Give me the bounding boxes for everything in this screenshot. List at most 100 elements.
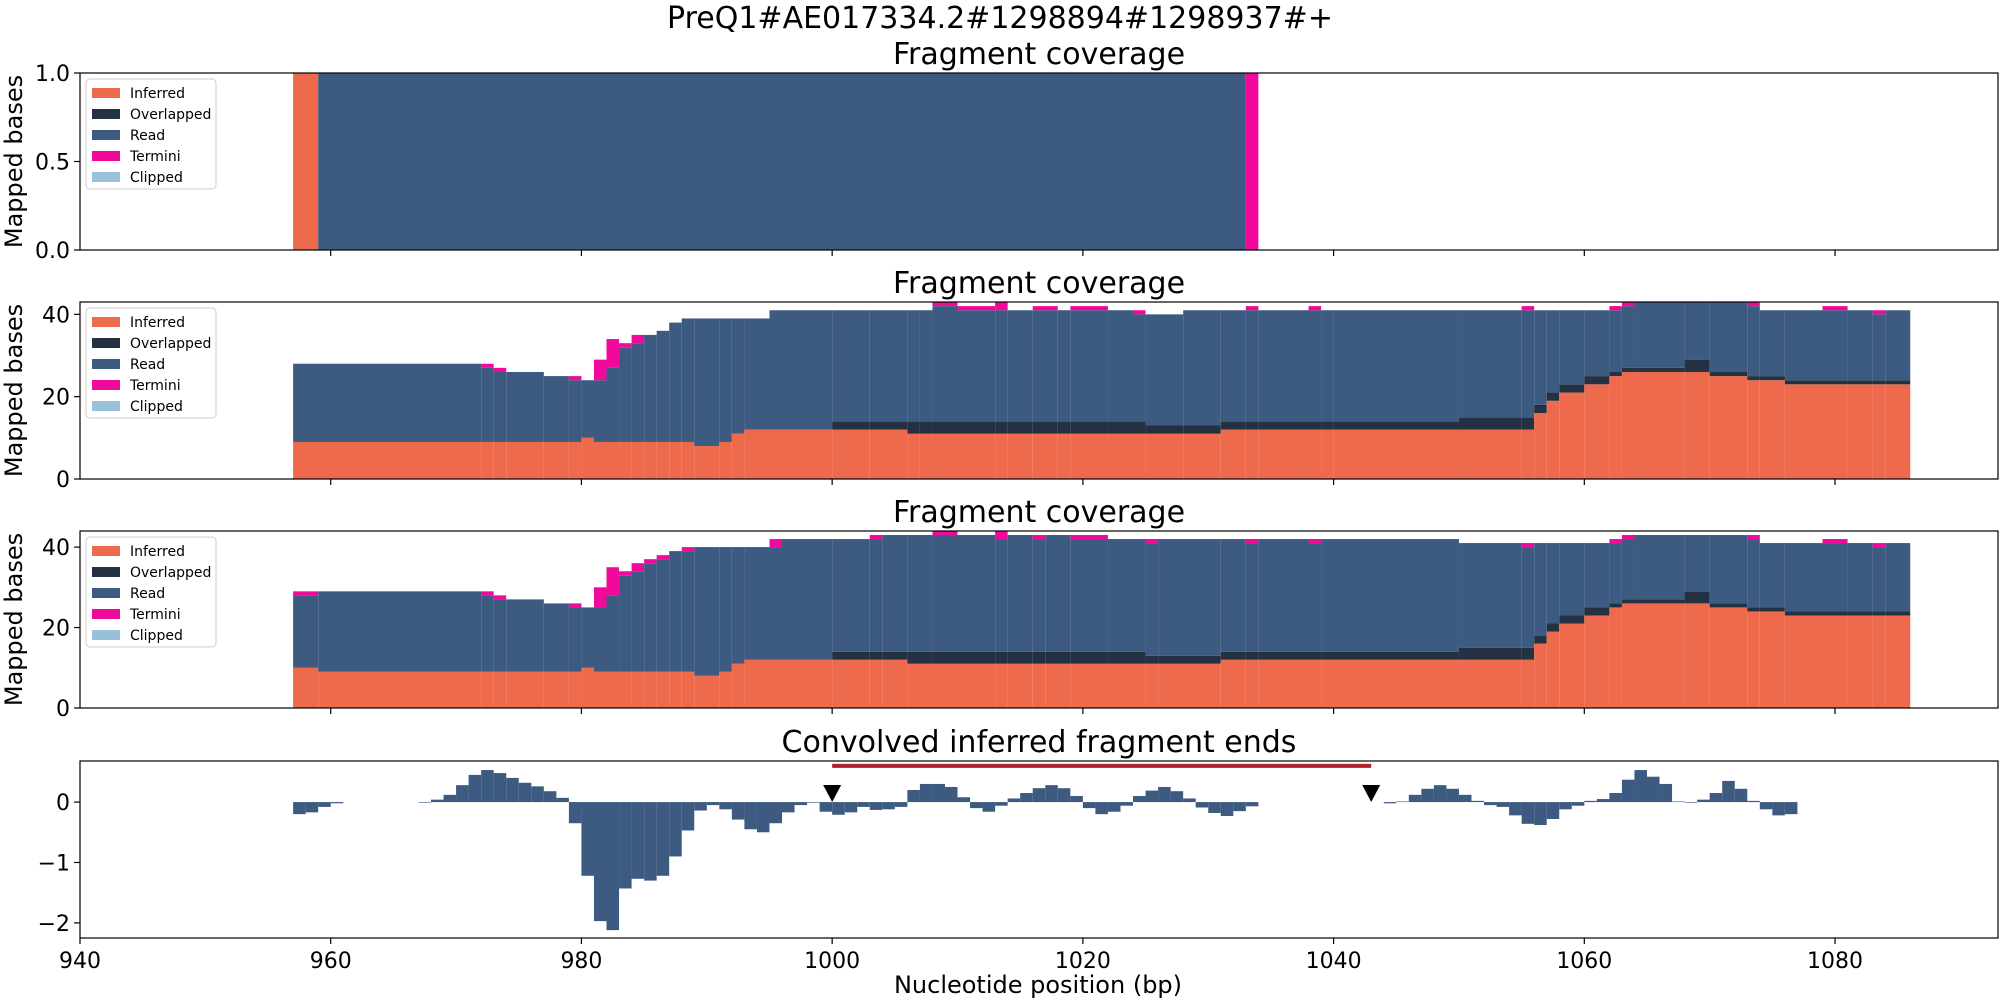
bar-inferred [1534, 413, 1547, 479]
conv-bar [1509, 802, 1522, 816]
conv-bar [631, 802, 645, 879]
bar-inferred [568, 671, 582, 708]
bar-inferred [1321, 429, 1334, 479]
bar-inferred [1245, 659, 1259, 708]
conv-bar [669, 802, 682, 857]
bar-read [1133, 314, 1146, 422]
bar-inferred [869, 429, 908, 479]
bar-termini [995, 531, 1008, 540]
bar-overlapped [1308, 421, 1322, 430]
conv-bar [1772, 802, 1785, 816]
bar-read [1158, 539, 1221, 656]
bar-overlapped [1872, 380, 1886, 385]
bar-read [593, 607, 607, 672]
bar-read [581, 607, 594, 668]
conv-bar [568, 802, 582, 824]
bar-inferred [1521, 659, 1535, 708]
legend-swatch-overlapped [92, 567, 120, 577]
legend-label-read: Read [130, 586, 165, 602]
conv-bar [1559, 802, 1572, 810]
bar-overlapped [1107, 651, 1146, 664]
bar-overlapped [1634, 599, 1685, 604]
y-tick-label: 0 [56, 791, 70, 816]
bar-overlapped [1684, 591, 1710, 604]
conv-bar [794, 802, 808, 806]
bar-inferred [995, 663, 1008, 708]
bar-read [1784, 543, 1823, 612]
bar-read [1634, 535, 1685, 600]
bar-overlapped [832, 421, 870, 430]
bar-termini [1070, 306, 1108, 311]
bar-overlapped [907, 651, 933, 664]
legend-frame [85, 307, 217, 419]
legend-swatch-inferred [92, 317, 120, 327]
bar-inferred [1032, 663, 1046, 708]
conv-bar [1484, 802, 1497, 806]
bar-overlapped [1747, 607, 1760, 612]
conv-bar [1747, 800, 1760, 803]
conv-bar [1709, 793, 1723, 803]
bar-inferred [1709, 376, 1748, 479]
bar-overlapped [1220, 421, 1246, 430]
bar-inferred [1070, 433, 1108, 479]
bar-termini [593, 359, 607, 381]
panel-1: Fragment coverage 0.0 0.5 1.0 Mapped bases In… [0, 37, 1999, 264]
bar-inferred [731, 433, 745, 479]
bar-read [669, 551, 682, 672]
bar-read [907, 310, 920, 422]
panels: Fragment coverage 0.0 0.5 1.0 Mapped bases In… [0, 37, 1999, 974]
bar-termini [619, 571, 632, 576]
bar-read [1872, 547, 1886, 612]
bar-read [1709, 535, 1748, 604]
bar-termini [957, 306, 996, 311]
bar-overlapped [869, 421, 908, 430]
bar-read [644, 563, 657, 672]
bar-read [1584, 543, 1610, 608]
bar-read [1057, 310, 1071, 422]
bar-overlapped [1784, 611, 1823, 616]
x-axis-label: Nucleotide position (bp) [894, 971, 1182, 999]
bar-inferred [1133, 433, 1146, 479]
bar-read [1245, 543, 1259, 652]
bar-read [919, 310, 933, 422]
bar-read [744, 318, 770, 430]
axes-frame [79, 301, 1999, 480]
conv-bar [1609, 793, 1622, 803]
bar-read [1534, 543, 1547, 636]
conv-bar [957, 797, 971, 803]
bar-read [1885, 543, 1911, 612]
legend-label-inferred: Inferred [130, 544, 185, 560]
bar-read [1759, 543, 1785, 608]
y-axis-label: Mapped bases [0, 75, 28, 248]
bar-inferred [907, 433, 920, 479]
conv-bar [1672, 801, 1685, 803]
bar-overlapped [1534, 404, 1547, 414]
conv-bar [418, 802, 432, 803]
bar-overlapped [1258, 421, 1309, 430]
x-tick-label: 980 [560, 949, 602, 974]
bar-termini [568, 376, 582, 381]
bar-inferred [1258, 429, 1309, 479]
conv-bar [1133, 796, 1146, 803]
conv-bar [1220, 802, 1234, 816]
bar-inferred [656, 671, 670, 708]
conv-bar [1183, 798, 1196, 803]
bar-termini [932, 302, 958, 307]
bar-inferred [719, 441, 732, 479]
bar-read [869, 310, 908, 422]
bar-read [1145, 543, 1159, 656]
bar-read [832, 539, 870, 652]
y-tick-label: 20 [42, 386, 70, 411]
bar-inferred [719, 671, 732, 708]
legend-label-inferred: Inferred [130, 86, 185, 102]
bar-read [1684, 535, 1710, 592]
bar-overlapped [1546, 623, 1560, 632]
y-tick-label: 0.5 [35, 151, 70, 176]
bar-read [293, 595, 319, 668]
x-tick-label: 1000 [804, 949, 860, 974]
conv-bar [1458, 794, 1472, 803]
bar-read [1032, 539, 1046, 652]
conv-bar [882, 802, 895, 810]
conv-bar [944, 786, 958, 803]
x-tick-label: 1080 [1807, 949, 1863, 974]
